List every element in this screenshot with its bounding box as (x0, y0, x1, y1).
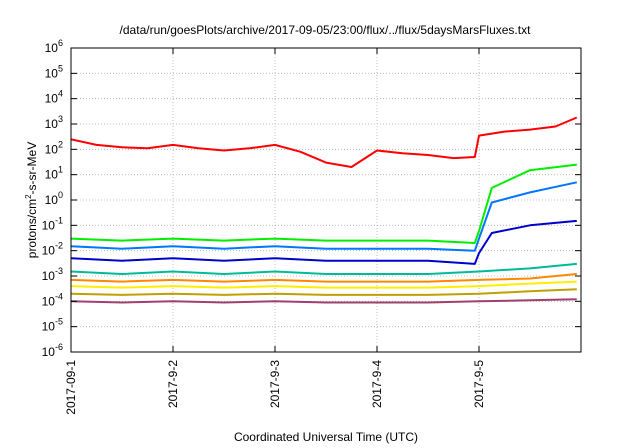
y-axis-label-rest: -s-sr-MeV (25, 142, 39, 195)
y-tick-label: 106 (45, 38, 63, 55)
y-tick-label: 10-5 (42, 317, 63, 334)
y-tick-label: 101 (45, 165, 63, 182)
series-line (70, 262, 577, 275)
x-tick-label: 2017-9-5 (472, 360, 486, 408)
series-line (70, 219, 577, 265)
x-tick-label: 2017-9-3 (268, 360, 282, 408)
y-tick-label: 10-4 (42, 291, 63, 308)
series-line (70, 181, 578, 252)
series-line (70, 116, 578, 168)
y-axis-label-sup: 2 (24, 194, 33, 199)
y-tick-label: 100 (45, 190, 63, 207)
x-ticks: 2017-09-1 2017-9-2 2017-9-3 2017-9-4 2017-9-… (64, 48, 486, 415)
series-lines (70, 116, 578, 304)
y-tick-label: 105 (45, 63, 63, 80)
x-tick-label: 2017-9-2 (166, 360, 180, 408)
series-line (70, 163, 577, 244)
y-ticks: 10-6 10-5 10-4 10-3 10-2 10-1 100 101 102 103 104 1… (42, 38, 581, 359)
series-line (70, 273, 577, 283)
y-tick-label: 104 (45, 89, 63, 106)
x-tick-label: 2017-9-4 (370, 360, 384, 408)
y-tick-label: 103 (45, 114, 63, 131)
series-line (70, 280, 577, 289)
y-axis-label-base: protons/cm (25, 199, 39, 258)
y-axis-label: protons/cm2-s-sr-MeV (24, 142, 39, 258)
series-line (70, 288, 577, 296)
series-line (70, 298, 577, 304)
x-tick-label: 2017-09-1 (64, 360, 78, 415)
y-tick-label: 10-6 (42, 342, 63, 359)
chart-title: /data/run/goesPlots/archive/2017-09-05/2… (120, 23, 532, 37)
grid (71, 48, 581, 352)
y-tick-label: 10-1 (42, 215, 63, 232)
y-tick-label: 10-2 (42, 241, 63, 258)
x-axis-label: Coordinated Universal Time (UTC) (234, 430, 418, 444)
y-tick-label: 102 (45, 139, 63, 156)
y-tick-label: 10-3 (42, 266, 63, 283)
